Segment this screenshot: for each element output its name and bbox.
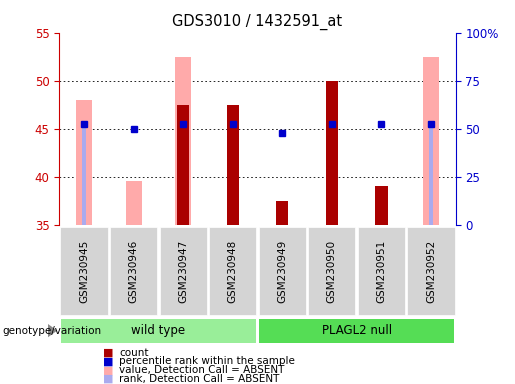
Title: GDS3010 / 1432591_at: GDS3010 / 1432591_at [173, 14, 342, 30]
Text: ■: ■ [103, 374, 113, 384]
Text: GSM230951: GSM230951 [376, 240, 386, 303]
Text: value, Detection Call = ABSENT: value, Detection Call = ABSENT [119, 365, 285, 375]
Text: PLAGL2 null: PLAGL2 null [321, 324, 392, 337]
Bar [126, 182, 142, 225]
Bar [358, 227, 405, 315]
Text: GSM230949: GSM230949 [277, 240, 287, 303]
Bar [110, 227, 157, 315]
Text: ■: ■ [103, 348, 113, 358]
Text: ■: ■ [103, 356, 113, 366]
Bar [181, 124, 185, 225]
Bar [61, 319, 255, 343]
Text: rank, Detection Call = ABSENT: rank, Detection Call = ABSENT [119, 374, 280, 384]
Text: genotype/variation: genotype/variation [3, 326, 101, 336]
Bar [423, 56, 439, 225]
Text: GSM230946: GSM230946 [129, 240, 139, 303]
Bar [407, 227, 455, 315]
Bar [60, 227, 108, 315]
Bar [227, 104, 239, 225]
Bar [175, 56, 191, 225]
Polygon shape [48, 324, 57, 337]
Text: GSM230947: GSM230947 [178, 240, 188, 303]
Bar [276, 200, 288, 225]
Bar [260, 319, 454, 343]
Bar [308, 227, 355, 315]
Bar [81, 124, 87, 225]
Text: wild type: wild type [131, 324, 185, 337]
Text: percentile rank within the sample: percentile rank within the sample [119, 356, 296, 366]
Bar [177, 104, 190, 225]
Text: GSM230948: GSM230948 [228, 240, 238, 303]
Text: GSM230950: GSM230950 [327, 240, 337, 303]
Bar [375, 186, 388, 225]
Text: GSM230952: GSM230952 [426, 240, 436, 303]
Bar [209, 227, 256, 315]
Bar [428, 124, 434, 225]
Bar [160, 227, 207, 315]
Bar [325, 81, 338, 225]
Text: ■: ■ [103, 365, 113, 375]
Text: GSM230945: GSM230945 [79, 240, 89, 303]
Text: count: count [119, 348, 149, 358]
Bar [259, 227, 306, 315]
Bar [76, 100, 92, 225]
